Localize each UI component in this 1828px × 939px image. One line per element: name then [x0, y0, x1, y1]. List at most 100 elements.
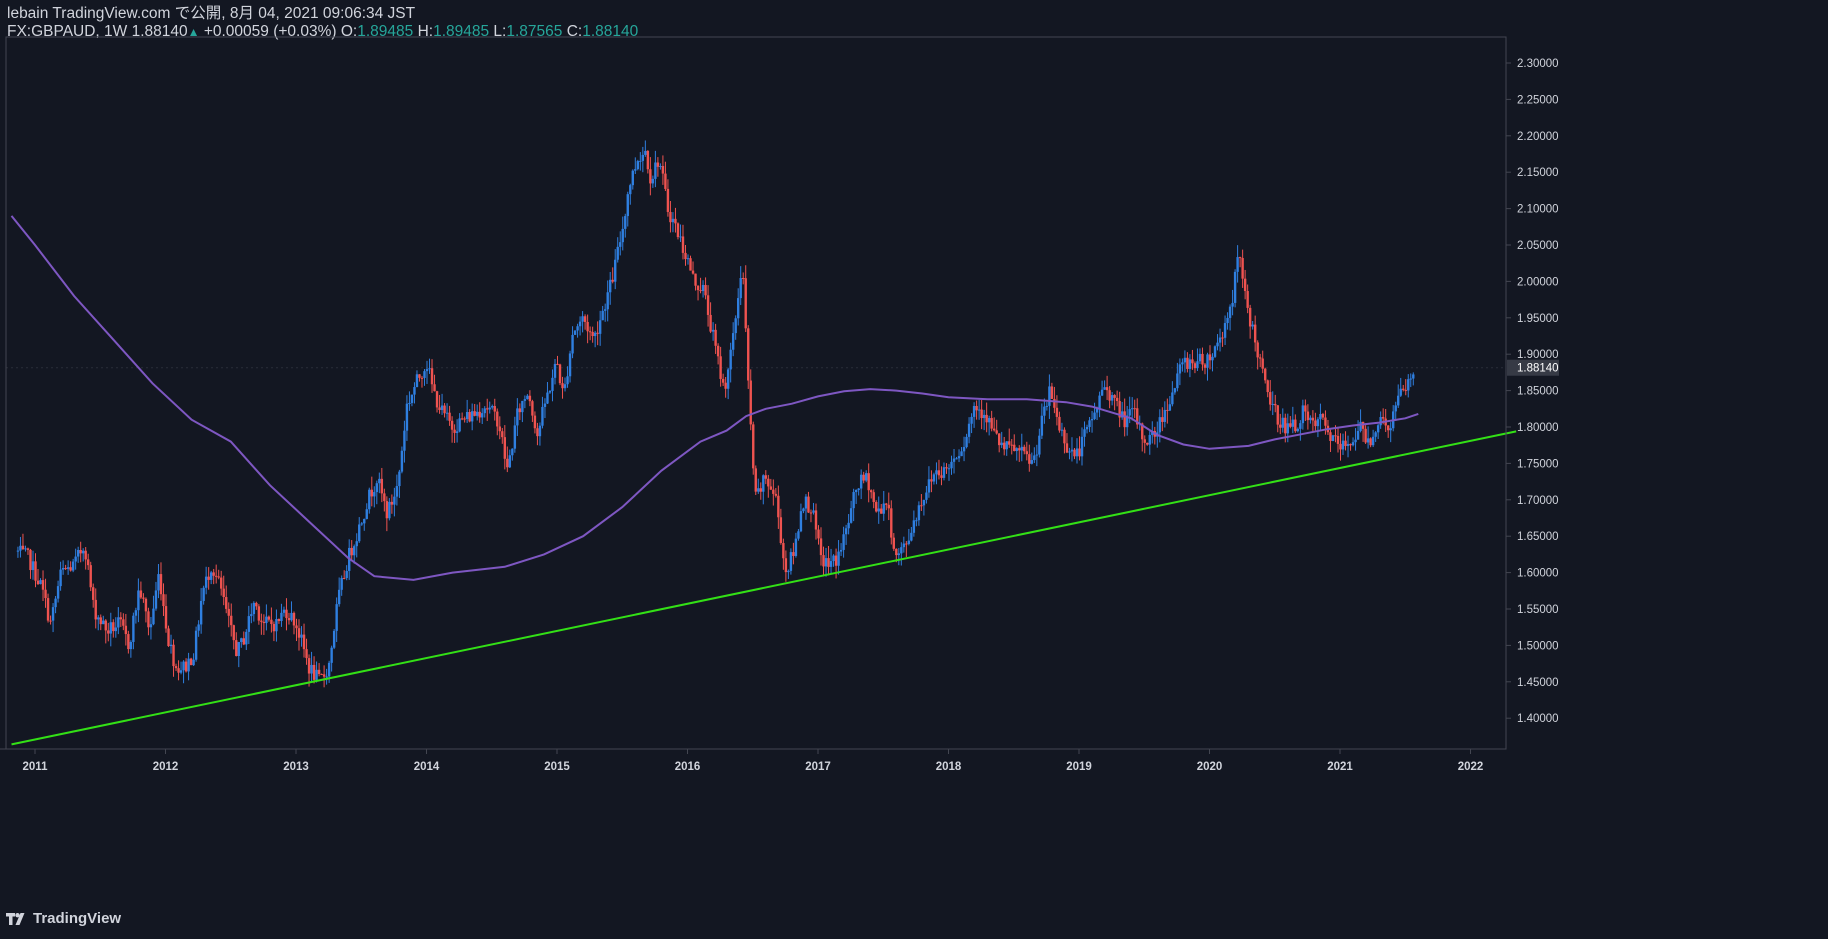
candle-body — [1236, 257, 1239, 272]
candle-body — [478, 411, 481, 418]
candle-body — [614, 259, 617, 282]
candle-body — [563, 384, 567, 389]
candle-body — [716, 345, 720, 357]
candle-body — [952, 458, 956, 462]
candle-body — [955, 458, 958, 460]
candle-body — [1181, 362, 1184, 365]
candle-body — [307, 658, 311, 674]
candle-body — [1238, 257, 1242, 259]
candle-body — [917, 505, 921, 521]
candle-body — [511, 448, 514, 456]
candle-body — [81, 550, 85, 554]
candle-body — [1314, 420, 1317, 427]
time-tick-label: 2014 — [414, 761, 440, 773]
candle-body — [94, 599, 97, 620]
last-price-label: 1.88140 — [1517, 363, 1559, 375]
candle-body — [212, 572, 215, 576]
candle-body — [380, 478, 384, 494]
candle-body — [573, 330, 577, 335]
candle-body — [260, 620, 263, 622]
time-tick-label: 2011 — [23, 761, 49, 773]
candle-body — [1131, 408, 1134, 410]
candle-body — [611, 279, 614, 282]
candle-body — [636, 161, 640, 170]
trendline[interactable] — [11, 430, 1517, 746]
last-price-badge: 1.88140 — [1507, 359, 1559, 376]
last-price-badge-bg — [1507, 359, 1559, 376]
candle-body — [1356, 430, 1360, 440]
candle-body — [207, 576, 210, 580]
candle-body — [370, 489, 373, 497]
candle-body — [972, 405, 976, 417]
candle-body — [731, 333, 735, 350]
price-tick-label: 2.05000 — [1517, 240, 1559, 252]
candle-body — [747, 328, 750, 381]
brand-logo[interactable]: TradingView — [6, 910, 121, 927]
candle-body — [247, 616, 251, 632]
candle-body — [541, 406, 544, 426]
candle-body — [418, 374, 421, 378]
candle-body — [1015, 448, 1018, 451]
ohlc-legend: FX:GBPAUD, 1W 1.88140▲ +0.00059 (+0.03%)… — [7, 23, 638, 41]
candle-body — [932, 474, 936, 482]
candle-body — [603, 309, 607, 311]
price-tick-label: 2.00000 — [1517, 276, 1559, 288]
candle-body — [1193, 363, 1197, 369]
candle-body — [320, 674, 323, 676]
candle-body — [1399, 388, 1402, 396]
candle-body — [390, 501, 394, 505]
price-tick-label: 1.40000 — [1517, 713, 1559, 725]
candle-body — [596, 332, 599, 334]
candle-body — [817, 529, 820, 539]
candle-body — [729, 349, 732, 370]
candle-body — [684, 252, 687, 260]
time-tick-label: 2021 — [1327, 761, 1353, 773]
candle-body — [1143, 439, 1146, 443]
candle-body — [1253, 324, 1257, 343]
candle-body — [1058, 416, 1061, 431]
candle-body — [61, 567, 65, 570]
candle-body — [779, 517, 783, 544]
support-trendline[interactable] — [11, 430, 1517, 746]
price-axis[interactable]: 2.30000 2.25000 2.20000 2.15000 2.10000 2.050… — [1506, 58, 1559, 725]
candle-body — [295, 625, 298, 629]
candle-body — [631, 170, 634, 186]
candle-body — [388, 501, 391, 519]
candle-body — [553, 363, 557, 378]
candle-body — [51, 607, 55, 621]
candle-body — [837, 551, 840, 566]
candle-body — [907, 540, 911, 544]
candle-body — [468, 412, 471, 422]
candle-body — [847, 522, 850, 529]
candle-body — [1291, 419, 1295, 427]
candle-body — [1346, 443, 1350, 447]
candle-body — [581, 316, 584, 322]
time-axis[interactable]: 2011 2012 2013 2014 2015 2016 2017 2018 2019 2020… — [23, 749, 1484, 773]
candle-body — [425, 369, 429, 372]
candle-body — [204, 576, 208, 588]
candle-body — [438, 407, 441, 411]
candle-body — [1085, 427, 1089, 430]
candle-body — [910, 532, 913, 541]
candle-body — [496, 411, 499, 427]
candle-body — [89, 565, 92, 588]
price-tick-label: 2.25000 — [1517, 94, 1559, 106]
candle-body — [742, 278, 745, 280]
candle-body — [375, 483, 379, 493]
candle-body — [503, 437, 506, 459]
candle-body — [882, 503, 885, 514]
candle-body — [897, 553, 901, 556]
candle-body — [990, 418, 993, 429]
candle-body — [686, 258, 690, 260]
candles[interactable] — [16, 140, 1415, 688]
candle-body — [568, 353, 572, 377]
candle-body — [1228, 306, 1232, 318]
candle-body — [84, 550, 87, 560]
candle-body — [255, 602, 258, 607]
symbol-label[interactable]: FX:GBPAUD, 1W 1.88140 — [7, 23, 188, 40]
candle-body — [1211, 356, 1214, 361]
candle-body — [1281, 417, 1284, 428]
candle-body — [1105, 387, 1109, 391]
candle-body — [1093, 412, 1096, 420]
